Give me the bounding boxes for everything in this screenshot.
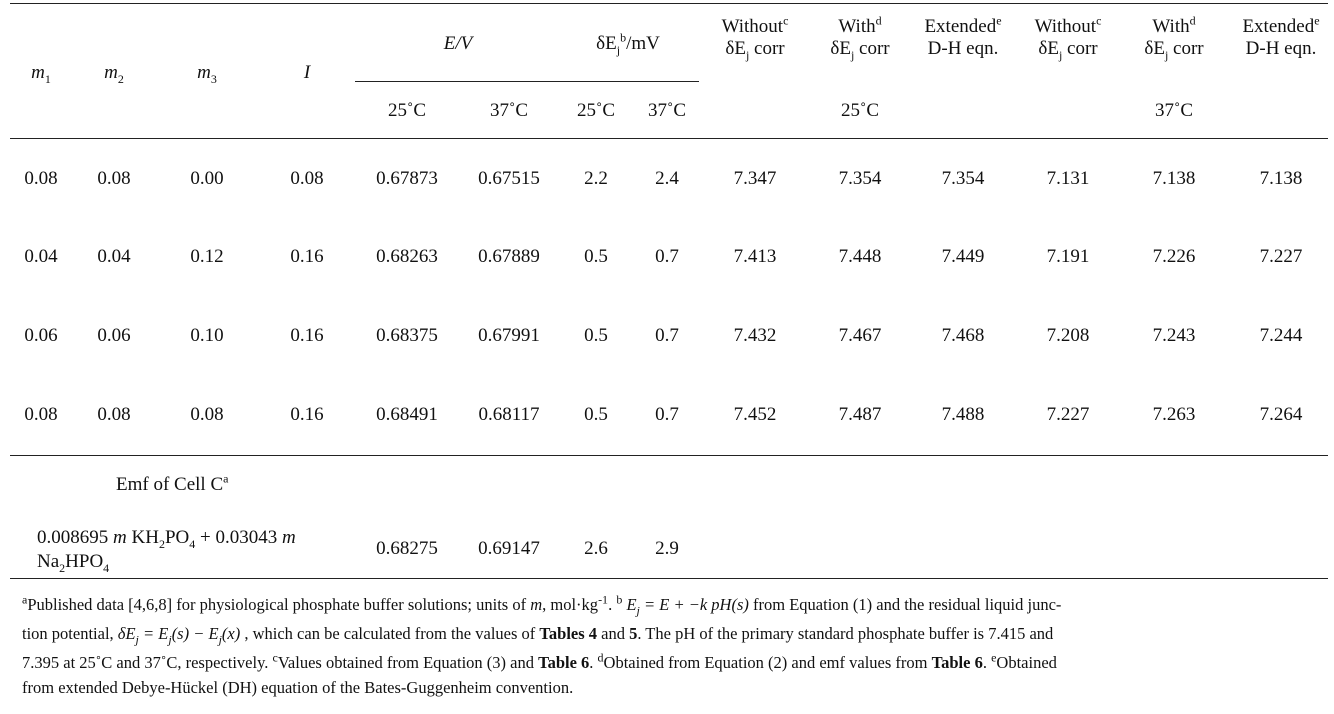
cell-m2: 0.08: [97, 404, 131, 425]
header-m3: m3: [197, 62, 217, 86]
header-temp-ph-25: 25˚C: [841, 100, 879, 121]
footnote-line-1: aPublished data [4,6,8] for physiologica…: [22, 592, 1062, 618]
cell-ph-extended-25: 7.468: [941, 325, 985, 346]
cell-emf-25: 0.68263: [376, 246, 438, 267]
rule-header-bottom: [10, 138, 1328, 139]
cell-ph-without-37: 7.227: [1046, 404, 1090, 425]
cell-junction-25: 0.5: [584, 246, 608, 267]
cell-m3: 0.00: [190, 168, 224, 189]
cell-c-emf-25: 0.68275: [376, 538, 438, 559]
cell-emf-37: 0.67515: [478, 168, 540, 189]
cell-ionic-strength: 0.16: [290, 404, 324, 425]
cell-ph-without-25: 7.347: [733, 168, 777, 189]
cell-emf-25: 0.68491: [376, 404, 438, 425]
cell-ph-without-37: 7.208: [1046, 325, 1090, 346]
cell-emf-37: 0.68117: [478, 404, 540, 425]
header-junction-group: δEjb/mV: [596, 30, 660, 57]
cell-ph-without-37: 7.131: [1046, 168, 1090, 189]
cell-ph-with-25: 7.467: [838, 325, 882, 346]
footnote-line-4: from extended Debye-Hückel (DH) equation…: [22, 678, 574, 697]
rule-body-bottom: [10, 455, 1328, 456]
cell-ph-with-37: 7.226: [1152, 246, 1196, 267]
cell-c-composition: 0.008695 m KH2PO4 + 0.03043 m Na2HPO4: [37, 527, 296, 575]
header-emf-group: E/V: [443, 33, 473, 54]
rule-top: [10, 3, 1328, 4]
cell-emf-25: 0.68375: [376, 325, 438, 346]
cell-m3: 0.10: [190, 325, 224, 346]
cell-junction-25: 2.2: [584, 168, 608, 189]
cell-junction-37: 2.4: [655, 168, 679, 189]
cell-m2: 0.06: [97, 325, 131, 346]
cell-emf-25: 0.67873: [376, 168, 438, 189]
footnote-line-2: tion potential, δEj = Ej(s) − Ej(x) , wh…: [22, 624, 1054, 647]
cell-m1: 0.08: [24, 168, 58, 189]
cell-ionic-strength: 0.08: [290, 168, 324, 189]
cell-c-junction-37: 2.9: [655, 538, 679, 559]
cell-m1: 0.08: [24, 404, 58, 425]
cell-ph-with-25: 7.487: [838, 404, 882, 425]
cell-emf-37: 0.67991: [478, 325, 540, 346]
header-temp-junction-37: 37˚C: [648, 100, 686, 121]
cell-ph-without-25: 7.413: [733, 246, 777, 267]
cell-ph-without-25: 7.452: [733, 404, 777, 425]
cell-ph-with-37: 7.243: [1152, 325, 1196, 346]
cell-m2: 0.08: [97, 168, 131, 189]
header-m2: m2: [104, 62, 124, 86]
header-temp-junction-25: 25˚C: [577, 100, 615, 121]
cell-ph-with-25: 7.448: [838, 246, 882, 267]
rule-header-mid: [355, 81, 699, 82]
cell-emf-37: 0.67889: [478, 246, 540, 267]
cell-c-junction-25: 2.6: [584, 538, 608, 559]
cell-ph-extended-37: 7.138: [1259, 168, 1303, 189]
cell-ph-extended-37: 7.227: [1259, 246, 1303, 267]
header-ph-col-5: Withd δEj corr: [1144, 13, 1204, 62]
cell-m1: 0.04: [24, 246, 58, 267]
table-footnotes: aPublished data [4,6,8] for physiologica…: [22, 590, 1318, 699]
cell-ph-with-25: 7.354: [838, 168, 882, 189]
cell-ionic-strength: 0.16: [290, 246, 324, 267]
cell-m2: 0.04: [97, 246, 131, 267]
cell-ph-extended-25: 7.488: [941, 404, 985, 425]
cell-ph-without-37: 7.191: [1046, 246, 1090, 267]
cell-junction-25: 0.5: [584, 325, 608, 346]
footnote-line-3: 7.395 at 25˚C and 37˚C, respectively. cV…: [22, 650, 1057, 673]
cell-m3: 0.12: [190, 246, 224, 267]
header-temp-emf-25: 25˚C: [388, 100, 426, 121]
cell-ph-extended-37: 7.264: [1259, 404, 1303, 425]
cell-ph-extended-37: 7.244: [1259, 325, 1303, 346]
header-ionic-strength: I: [303, 62, 311, 83]
header-m1: m1: [31, 62, 51, 86]
header-ph-col-3: Extendede D-H eqn.: [924, 13, 1002, 59]
cell-junction-37: 0.7: [655, 404, 679, 425]
header-ph-col-2: Withd δEj corr: [830, 13, 890, 62]
cell-m1: 0.06: [24, 325, 58, 346]
cell-ph-with-37: 7.138: [1152, 168, 1196, 189]
header-temp-emf-37: 37˚C: [490, 100, 528, 121]
cell-ph-extended-25: 7.449: [941, 246, 985, 267]
header-ph-col-1: Withoutc δEj corr: [721, 13, 789, 62]
header-ph-col-4: Withoutc δEj corr: [1034, 13, 1102, 62]
cell-ionic-strength: 0.16: [290, 325, 324, 346]
cell-c-title: Emf of Cell Ca: [116, 471, 229, 495]
cell-junction-37: 0.7: [655, 246, 679, 267]
cell-junction-37: 0.7: [655, 325, 679, 346]
header-temp-ph-37: 37˚C: [1155, 100, 1193, 121]
header-ph-col-6: Extendede D-H eqn.: [1242, 13, 1320, 59]
cell-ph-without-25: 7.432: [733, 325, 777, 346]
cell-junction-25: 0.5: [584, 404, 608, 425]
cell-ph-extended-25: 7.354: [941, 168, 985, 189]
cell-ph-with-37: 7.263: [1152, 404, 1196, 425]
cell-m3: 0.08: [190, 404, 224, 425]
rule-table-bottom: [10, 578, 1328, 579]
cell-c-emf-37: 0.69147: [478, 538, 540, 559]
